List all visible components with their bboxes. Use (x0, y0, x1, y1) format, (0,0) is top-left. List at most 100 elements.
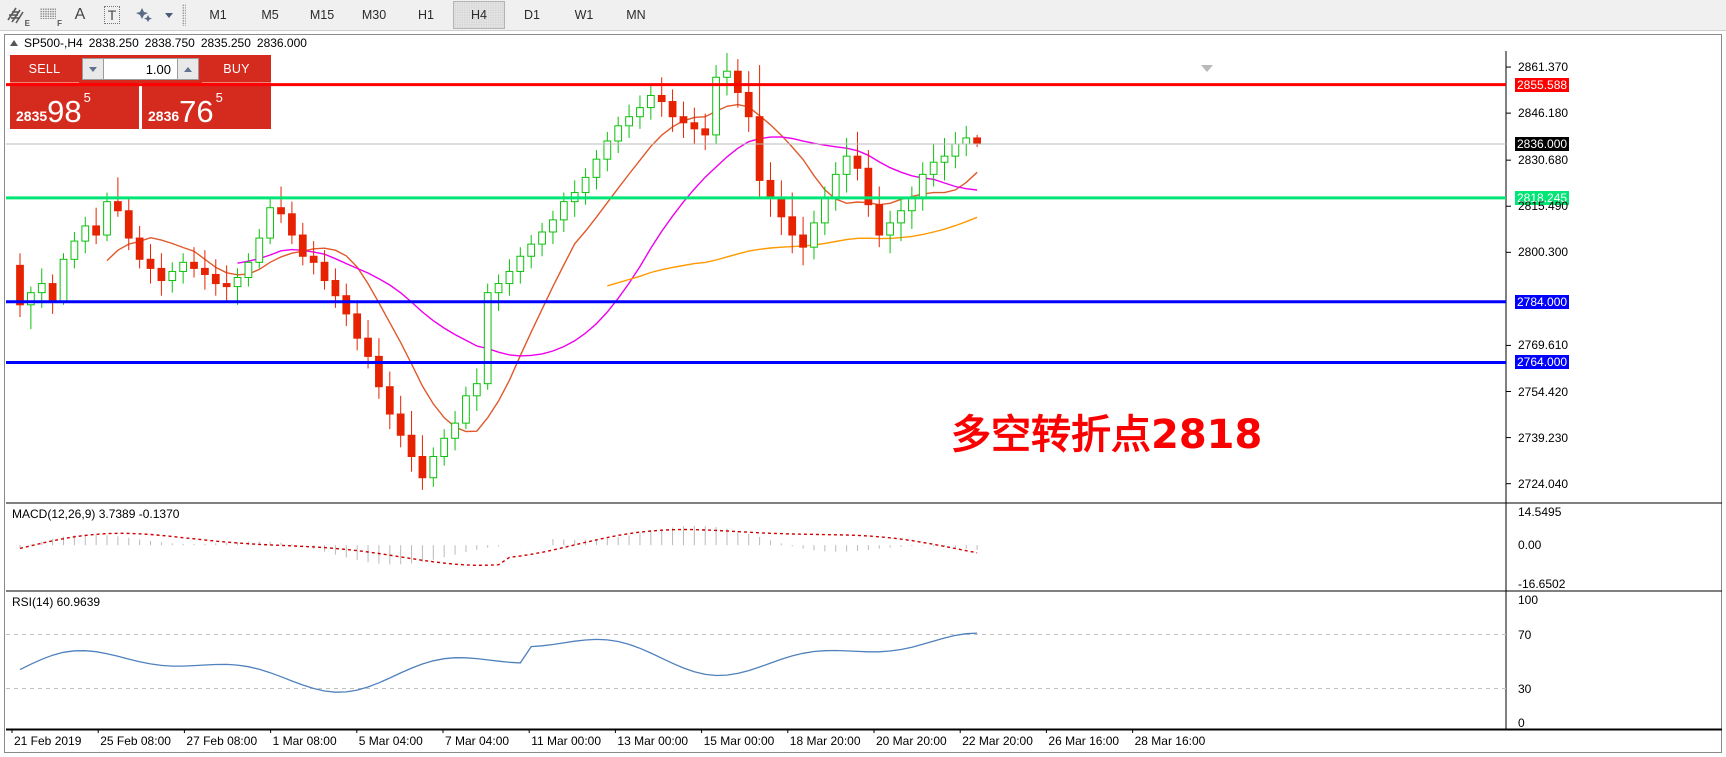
candle (723, 53, 731, 96)
text-label-icon[interactable]: T (97, 2, 127, 28)
candle (527, 235, 536, 269)
indicators-icon[interactable]: E (1, 2, 31, 28)
candle (48, 274, 57, 314)
tab-timeframe-m1[interactable]: M1 (209, 8, 227, 22)
scroll-position-marker[interactable] (1201, 65, 1213, 72)
collapse-icon[interactable] (10, 40, 18, 46)
candle (440, 429, 449, 466)
candle (918, 162, 927, 211)
candle (853, 131, 862, 181)
chart-canvas[interactable] (6, 51, 1722, 753)
candle (646, 83, 655, 120)
indicators-icon-sub: E (24, 19, 30, 28)
candle (266, 198, 275, 245)
candle (59, 253, 68, 305)
volume-increase-button[interactable] (177, 58, 199, 80)
candle (451, 410, 459, 451)
ohlc-high: 2838.750 (144, 36, 195, 50)
templates-icon[interactable]: F (33, 2, 63, 28)
tab-timeframe-h1[interactable]: H1 (418, 8, 434, 22)
symbol-name: SP500-,H4 (24, 36, 83, 50)
candle (298, 222, 307, 266)
candle (462, 386, 470, 430)
candle (505, 259, 514, 296)
candle (353, 301, 362, 351)
buy-price-display[interactable]: 2836 76 5 (142, 83, 271, 129)
candle (342, 283, 351, 327)
candle (81, 216, 90, 254)
candle (27, 286, 35, 330)
chart-window: SP500-,H4 2838.250 2838.750 2835.250 283… (4, 34, 1722, 753)
candle (103, 192, 111, 242)
candle (320, 250, 329, 290)
volume-decrease-button[interactable] (82, 58, 104, 80)
candle (897, 198, 905, 242)
candle (886, 210, 894, 254)
objects-dropdown-icon[interactable] (161, 2, 175, 28)
candle (538, 222, 546, 257)
main-toolbar: E F A T M1 M5 M15 M30 H1 H4 D1 W1 MN (0, 0, 1726, 31)
candle (614, 116, 623, 154)
candle (407, 410, 416, 472)
candle (679, 101, 688, 138)
candle (179, 253, 188, 284)
buy-button[interactable]: BUY (202, 55, 271, 83)
candle (255, 228, 264, 269)
text-icon[interactable]: A (65, 2, 95, 28)
tab-timeframe-d1[interactable]: D1 (524, 8, 540, 22)
candle (973, 134, 981, 148)
candle (288, 201, 296, 245)
candle (516, 247, 525, 284)
candle (244, 253, 253, 287)
candle (755, 65, 764, 199)
candle (929, 144, 938, 187)
candle (201, 250, 209, 290)
buy-price-prefix: 2836 (148, 108, 180, 124)
candle (842, 137, 851, 193)
toolbar-separator (182, 4, 186, 26)
tab-timeframe-m5[interactable]: M5 (261, 8, 279, 22)
candle (157, 253, 166, 296)
candle (636, 95, 644, 129)
candle (124, 198, 133, 251)
chart-plot-area[interactable]: 2861.370 2855.588 2846.180 2836.000 2830.680… (6, 51, 1722, 753)
sell-price-display[interactable]: 2835 98 5 (10, 83, 139, 129)
candle (385, 371, 394, 430)
sell-price-fraction: 5 (83, 90, 91, 105)
candle (549, 210, 557, 245)
candle (211, 259, 220, 296)
candle (277, 186, 285, 223)
candle (483, 283, 492, 390)
tab-timeframe-m15[interactable]: M15 (309, 8, 335, 22)
candle (70, 231, 79, 269)
candle (951, 131, 960, 169)
candle (429, 447, 438, 487)
candle (16, 253, 24, 317)
candle (603, 131, 612, 172)
tab-timeframe-m30[interactable]: M30 (361, 8, 387, 22)
sell-button[interactable]: SELL (10, 55, 79, 83)
sell-price-prefix: 2835 (16, 108, 48, 124)
candle (222, 265, 231, 302)
candle (625, 104, 633, 138)
candle (168, 262, 177, 293)
candle (364, 319, 372, 369)
tab-timeframe-w1[interactable]: W1 (574, 8, 594, 22)
tab-timeframe-mn[interactable]: MN (626, 8, 646, 22)
candle (418, 435, 427, 490)
candle (777, 180, 786, 236)
ohlc-low: 2835.250 (200, 36, 251, 50)
objects-icon[interactable] (129, 2, 159, 28)
candle (820, 186, 829, 236)
text-label-icon-glyph: T (103, 6, 121, 24)
sell-price-main: 98 (47, 94, 82, 129)
volume-input[interactable]: 1.00 (104, 58, 177, 80)
ohlc-open: 2838.250 (88, 36, 139, 50)
buy-price-fraction: 5 (215, 90, 223, 105)
candle (907, 186, 916, 229)
candle (92, 207, 101, 245)
candle (190, 247, 198, 278)
candle (309, 241, 318, 275)
templates-icon-sub: F (57, 19, 62, 28)
tab-timeframe-h4[interactable]: H4 (453, 1, 505, 29)
